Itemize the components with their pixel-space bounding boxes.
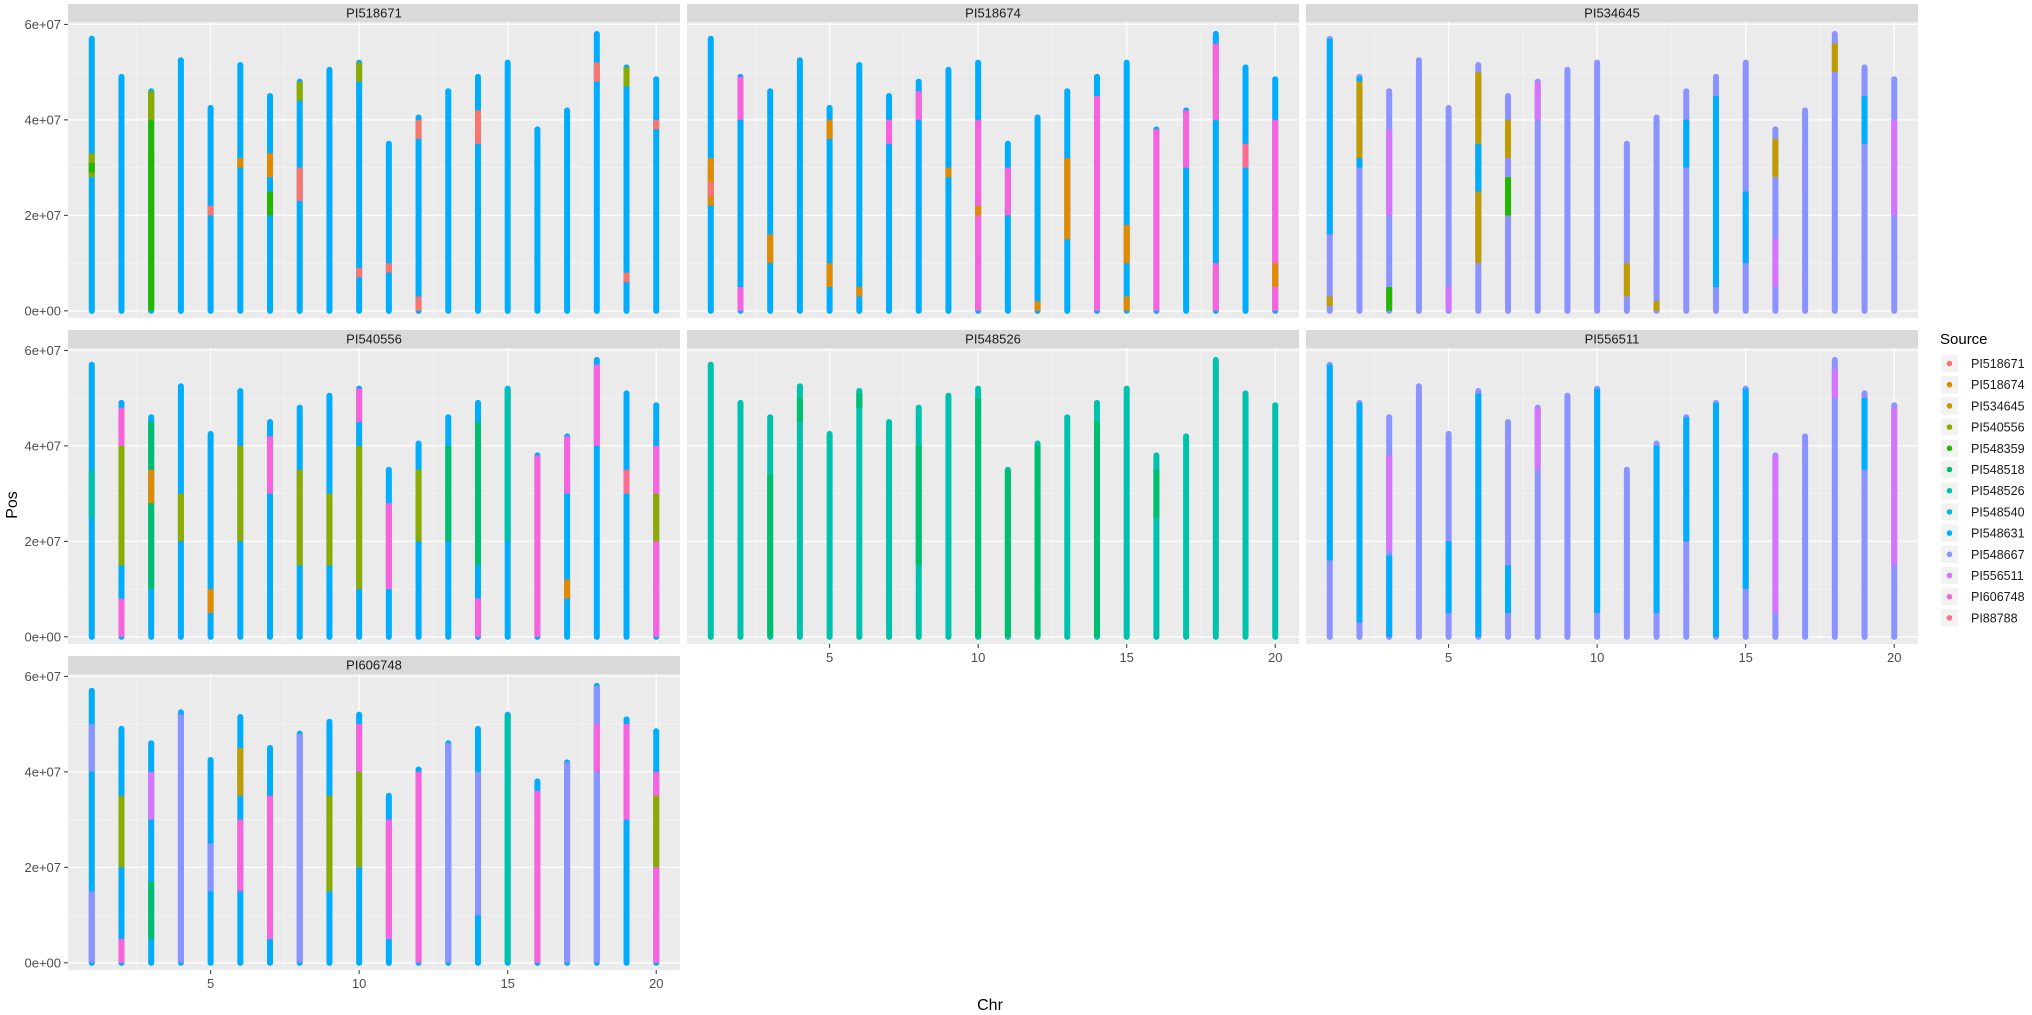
legend-key-dot [1946, 381, 1953, 388]
y-tick-label: 4e+07 [24, 112, 61, 127]
facet-panels: PI518671 PI518674 PI534645 PI540556 PI548526… [68, 4, 1918, 970]
legend-item: PI548359 [1941, 439, 2025, 457]
legend-label: PI518674 [1971, 378, 2025, 392]
facet-strip-label: PI606748 [346, 658, 402, 673]
facet-strip-label: PI534645 [1584, 6, 1640, 21]
x-tick-label: 10 [352, 976, 366, 991]
legend-item: PI548540 [1941, 503, 2025, 521]
axes: 0e+00 2e+07 4e+07 6e+07 0e+00 2e+07 4e+07 6e+07… [24, 17, 1901, 991]
legend-item: PI556511 [1941, 567, 2024, 584]
y-tick-label: 0e+00 [24, 629, 61, 644]
x-tick-label: 20 [649, 976, 663, 991]
x-tick-label: 5 [826, 650, 833, 665]
x-axis-title: Chr [977, 997, 1003, 1014]
legend-label: PI518671 [1971, 357, 2025, 371]
legend-label: PI548631 [1971, 527, 2025, 541]
legend-key-dot [1946, 572, 1953, 579]
legend-key-dot [1946, 615, 1953, 621]
legend-label: PI548540 [1971, 505, 2025, 519]
legend-item: PI548526 [1941, 482, 2025, 500]
facet-panel: PI518674 [687, 4, 1299, 318]
legend-label: PI540556 [1971, 421, 2025, 435]
panel-background [1306, 22, 1918, 318]
y-tick-label: 0e+00 [24, 303, 61, 318]
legend-key-dot [1946, 466, 1953, 473]
legend-item: PI606748 [1941, 588, 2025, 606]
legend-item: PI534645 [1941, 397, 2025, 415]
legend-key-dot [1946, 445, 1953, 452]
legend-key-dot [1946, 487, 1953, 494]
facet-panel: PI606748 [68, 656, 680, 970]
facet-strip [687, 4, 1299, 22]
facet-strip-label: PI540556 [346, 332, 402, 347]
x-tick-label: 5 [207, 976, 214, 991]
legend-items: PI518671 PI518674 PI534645 PI540556 PI548359… [1941, 355, 2025, 627]
x-tick-label: 5 [1445, 650, 1452, 665]
legend-label: PI548518 [1971, 463, 2025, 477]
panel-background [1306, 348, 1918, 644]
legend-key-dot [1946, 403, 1953, 409]
facet-panel: PI548526 [687, 330, 1299, 644]
facet-strip [1306, 4, 1918, 22]
panel-background [68, 674, 680, 970]
y-tick-label: 2e+07 [24, 534, 61, 549]
legend-key-dot [1946, 509, 1953, 515]
legend-item: PI548631 [1941, 524, 2025, 542]
panel-background [687, 348, 1299, 644]
legend-label: PI548526 [1971, 484, 2025, 498]
y-tick-label: 0e+00 [24, 955, 61, 970]
legend-key-dot [1946, 551, 1953, 558]
y-tick-label: 4e+07 [24, 764, 61, 779]
facet-strip [68, 330, 680, 348]
legend-label: PI548359 [1971, 442, 2025, 456]
y-tick-label: 2e+07 [24, 208, 61, 223]
legend: Source PI518671PI518674PI534645PI540556P… [1940, 331, 2025, 627]
x-tick-label: 15 [500, 976, 514, 991]
y-tick-label: 6e+07 [24, 17, 61, 32]
facet-strip-label: PI548526 [965, 332, 1021, 347]
facet-panel: PI540556 [68, 330, 680, 644]
legend-label: PI88788 [1971, 611, 2018, 625]
legend-item: PI548518 [1941, 461, 2025, 478]
x-tick-label: 10 [971, 650, 985, 665]
panel-background [68, 22, 680, 318]
y-tick-label: 2e+07 [24, 860, 61, 875]
legend-title: Source [1940, 331, 1988, 348]
y-axis-title: Pos [4, 491, 21, 519]
legend-key-dot [1946, 360, 1953, 367]
facet-strip-label: PI556511 [1585, 332, 1640, 347]
facet-panel: PI534645 [1306, 4, 1918, 318]
legend-key-dot [1946, 530, 1953, 536]
facet-panel: PI518671 [68, 4, 680, 318]
legend-item: PI518674 [1941, 376, 2025, 394]
x-tick-label: 15 [1738, 650, 1752, 665]
legend-label: PI556511 [1971, 569, 2024, 583]
facet-strip-label: PI518674 [965, 6, 1021, 21]
legend-key-dot [1946, 424, 1953, 430]
facet-strip [1306, 330, 1918, 348]
legend-item: PI548667 [1941, 545, 2025, 563]
legend-label: PI534645 [1971, 399, 2025, 413]
y-tick-label: 6e+07 [24, 669, 61, 684]
legend-label: PI548667 [1971, 548, 2025, 562]
facet-strip [687, 330, 1299, 348]
y-tick-label: 6e+07 [24, 343, 61, 358]
x-tick-label: 10 [1590, 650, 1604, 665]
facet-strip [68, 4, 680, 22]
legend-item: PI540556 [1941, 418, 2025, 436]
x-tick-label: 20 [1887, 650, 1901, 665]
x-tick-label: 20 [1268, 650, 1282, 665]
y-tick-label: 4e+07 [24, 438, 61, 453]
facet-panel: PI556511 [1306, 330, 1918, 644]
legend-item: PI518671 [1941, 355, 2025, 372]
facet-strip [68, 656, 680, 674]
legend-label: PI606748 [1971, 590, 2025, 604]
panel-background [68, 348, 680, 644]
x-tick-label: 15 [1119, 650, 1133, 665]
facet-strip-label: PI518671 [346, 6, 402, 21]
legend-item: PI88788 [1941, 609, 2018, 627]
legend-key-dot [1946, 593, 1953, 600]
panel-background [687, 22, 1299, 318]
